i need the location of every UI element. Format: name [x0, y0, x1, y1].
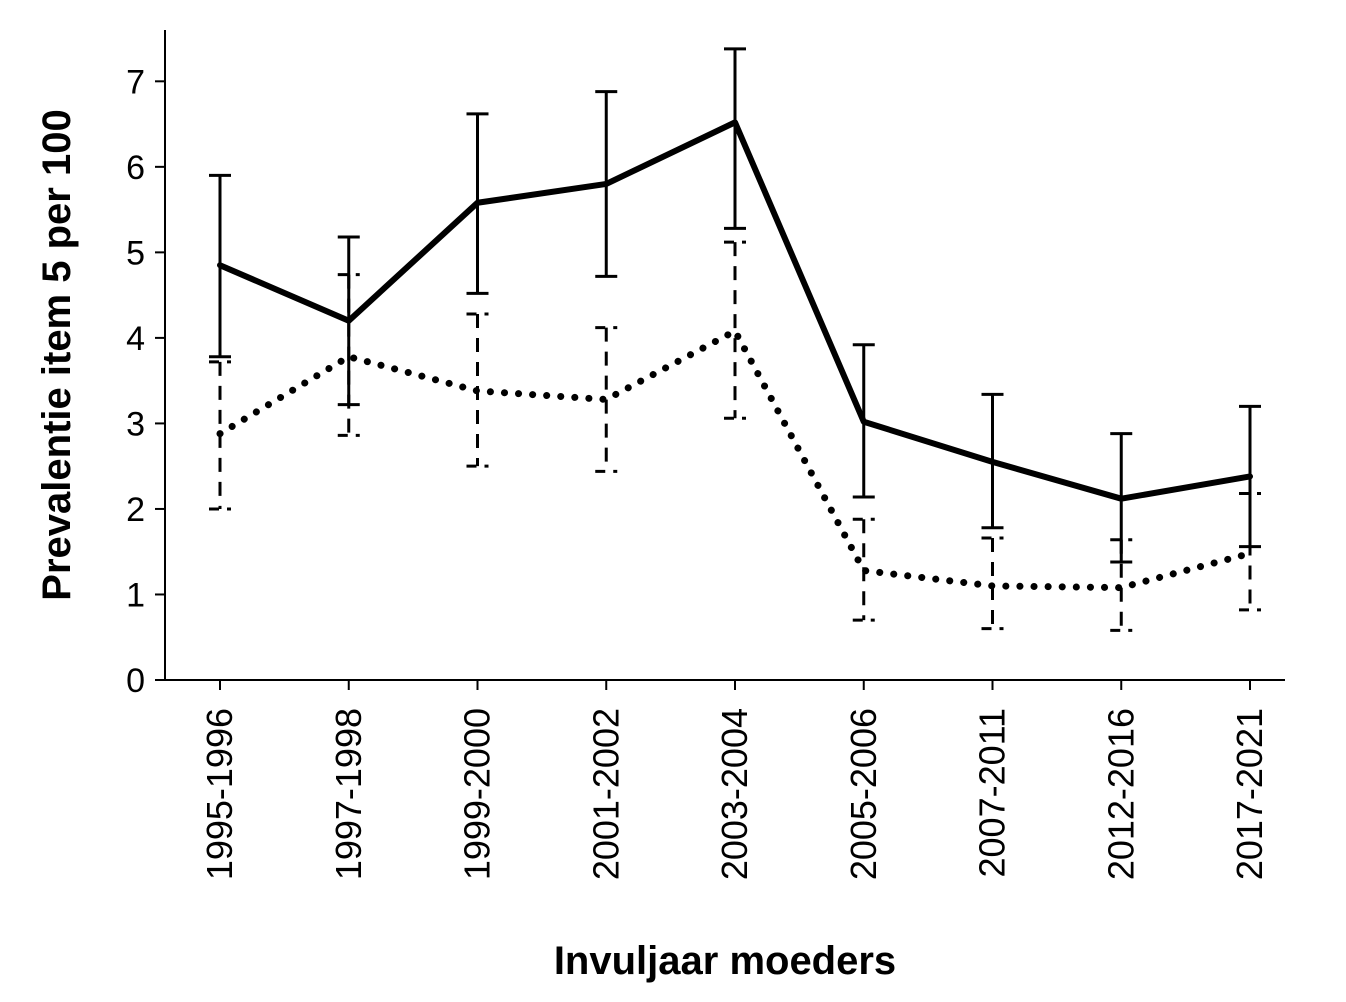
x-tick-label: 2003-2004 [714, 708, 755, 880]
x-tick-label: 2007-2011 [972, 708, 1013, 878]
y-tick-label: 0 [126, 662, 145, 700]
x-axis-label: Invuljaar moeders [554, 939, 896, 983]
x-tick-label: 2017-2021 [1229, 708, 1270, 880]
y-tick-label: 2 [126, 491, 145, 529]
y-tick-label: 4 [126, 320, 145, 358]
y-tick-label: 7 [126, 63, 145, 101]
x-tick-label: 2005-2006 [843, 708, 884, 880]
y-tick-label: 3 [126, 405, 145, 443]
x-tick-label: 1995-1996 [199, 708, 240, 880]
x-tick-label: 2001-2002 [585, 708, 626, 880]
y-tick-label: 1 [126, 576, 145, 614]
y-tick-label: 5 [126, 234, 145, 272]
chart-container: 0 1 2 3 4 5 6 7 1995-1996 1997-1998 1999-2000 2001-… [0, 0, 1346, 1002]
x-tick-label: 1999-2000 [457, 708, 498, 880]
y-axis-label: Prevalentie item 5 per 100 [35, 109, 79, 600]
x-tick-label: 2012-2016 [1100, 708, 1141, 880]
prevalence-chart: 0 1 2 3 4 5 6 7 1995-1996 1997-1998 1999-2000 2001-… [0, 0, 1346, 1002]
y-tick-label: 6 [126, 149, 145, 187]
x-tick-label: 1997-1998 [328, 708, 369, 880]
